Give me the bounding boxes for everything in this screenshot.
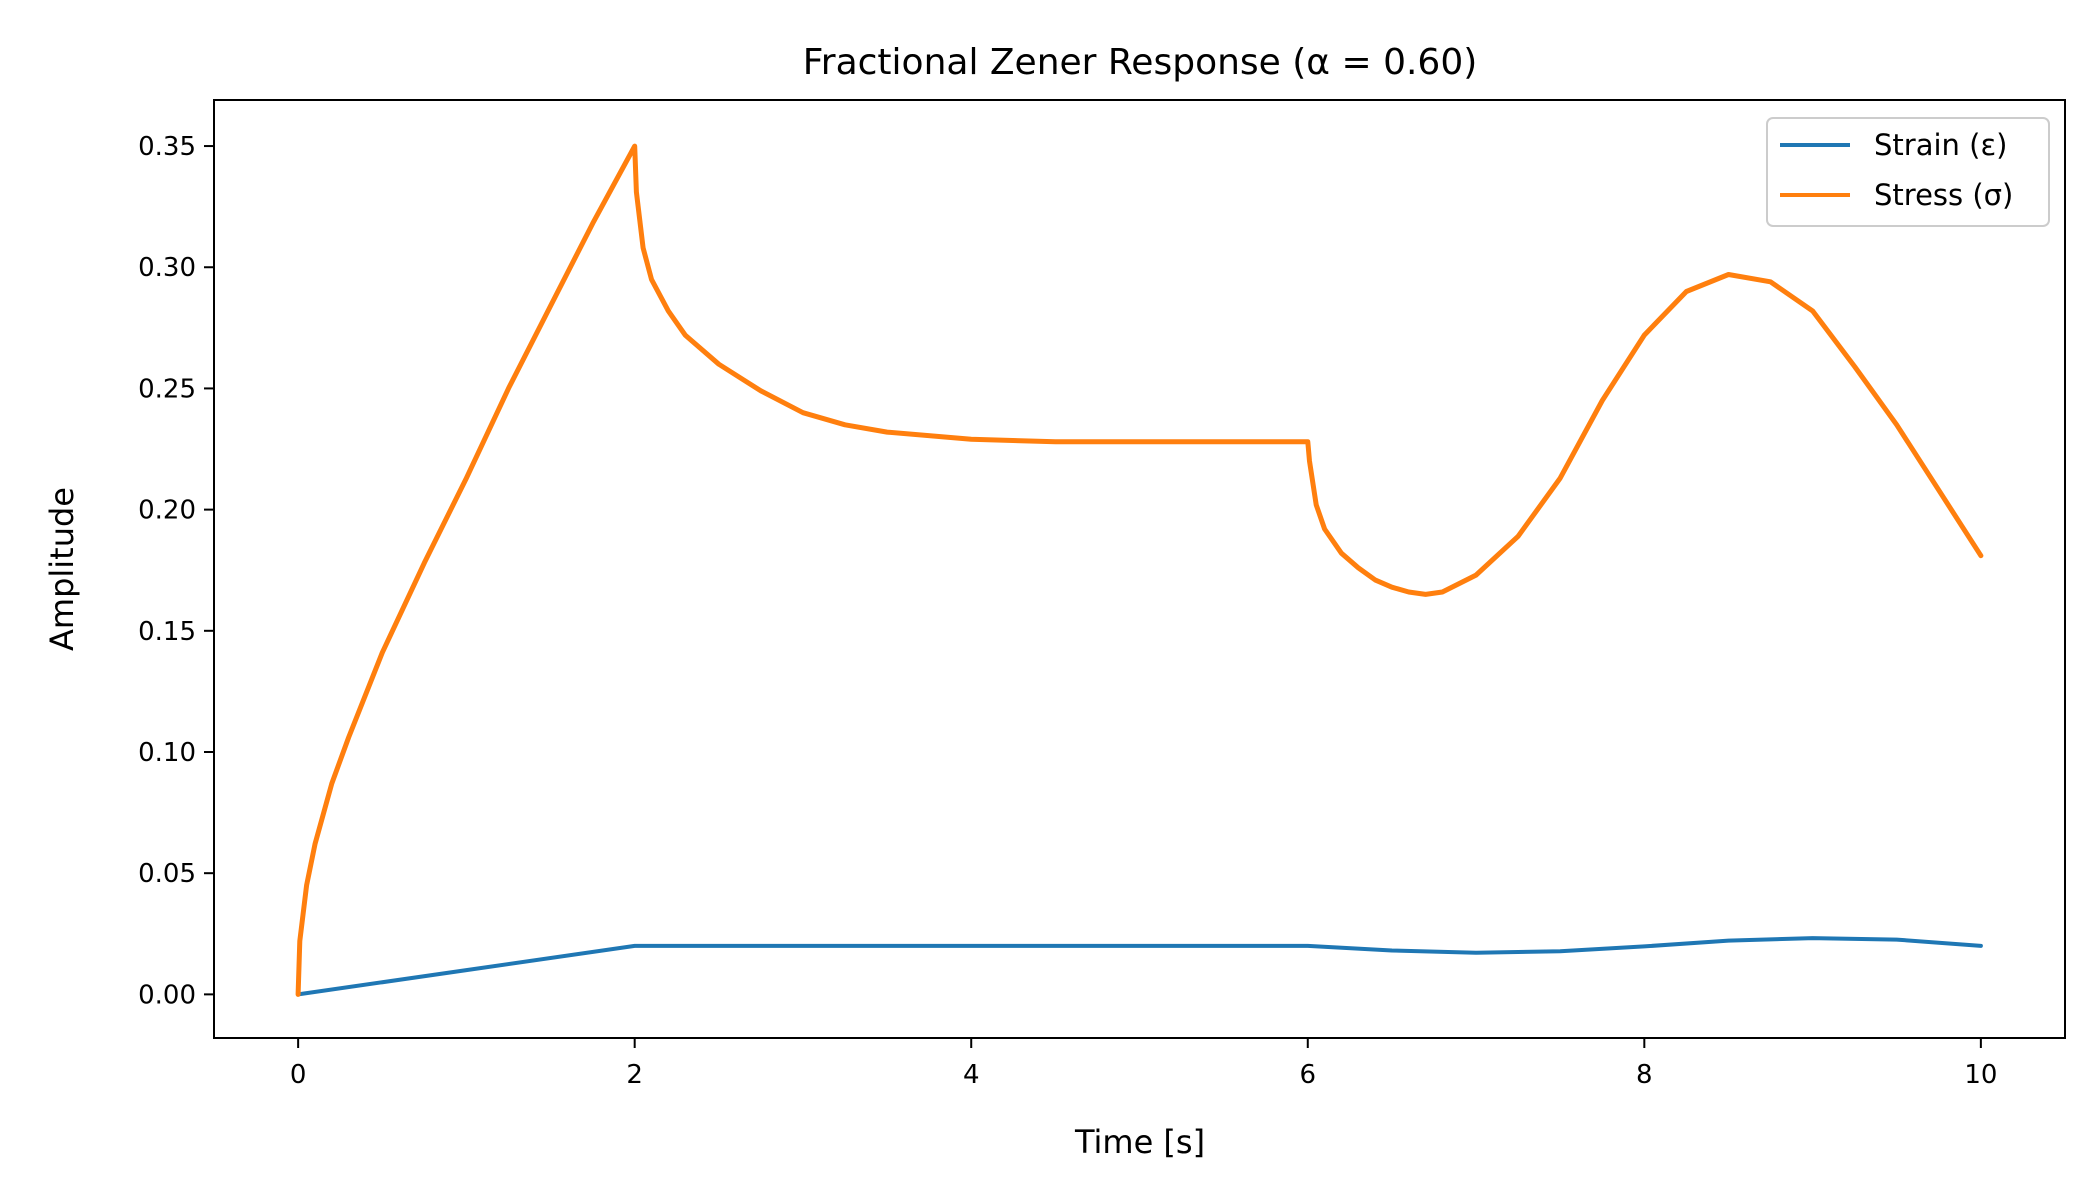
legend-label-stress: Stress (σ): [1874, 178, 2013, 212]
x-tick-label-4: 8: [1636, 1060, 1653, 1090]
y-tick-label-3: 0.15: [138, 617, 196, 647]
legend: Strain (ε) Stress (σ): [1766, 117, 2050, 227]
series-layer: [295, 143, 1984, 997]
x-tick-label-5: 10: [1964, 1060, 1997, 1090]
x-tick-label-1: 2: [626, 1060, 643, 1090]
x-tick-label-0: 0: [290, 1060, 307, 1090]
x-axis-label: Time [s]: [1074, 1123, 1205, 1161]
x-tick-label-2: 4: [963, 1060, 980, 1090]
y-tick-label-6: 0.30: [138, 253, 196, 283]
y-axis-label: Amplitude: [43, 487, 81, 651]
series-line-stress: [295, 143, 1984, 997]
x-tick-label-3: 6: [1299, 1060, 1316, 1090]
legend-label-strain: Strain (ε): [1874, 128, 2007, 162]
y-axis-ticks: 0.00 0.05 0.10 0.15 0.20 0.25 0.30 0.35: [138, 132, 214, 1010]
x-axis-ticks: 0 2 4 6 8 10: [290, 1038, 1997, 1090]
y-tick-label-4: 0.20: [138, 496, 196, 526]
y-tick-label-1: 0.05: [138, 859, 196, 889]
y-tick-label-0: 0.00: [138, 980, 196, 1010]
y-tick-label-2: 0.10: [138, 738, 196, 768]
y-tick-label-5: 0.25: [138, 374, 196, 404]
chart-title: Fractional Zener Response (α = 0.60): [803, 42, 1478, 83]
series-line-strain: [296, 936, 1983, 997]
plot-area-frame: [213, 99, 2066, 1039]
y-tick-label-7: 0.35: [138, 132, 196, 162]
